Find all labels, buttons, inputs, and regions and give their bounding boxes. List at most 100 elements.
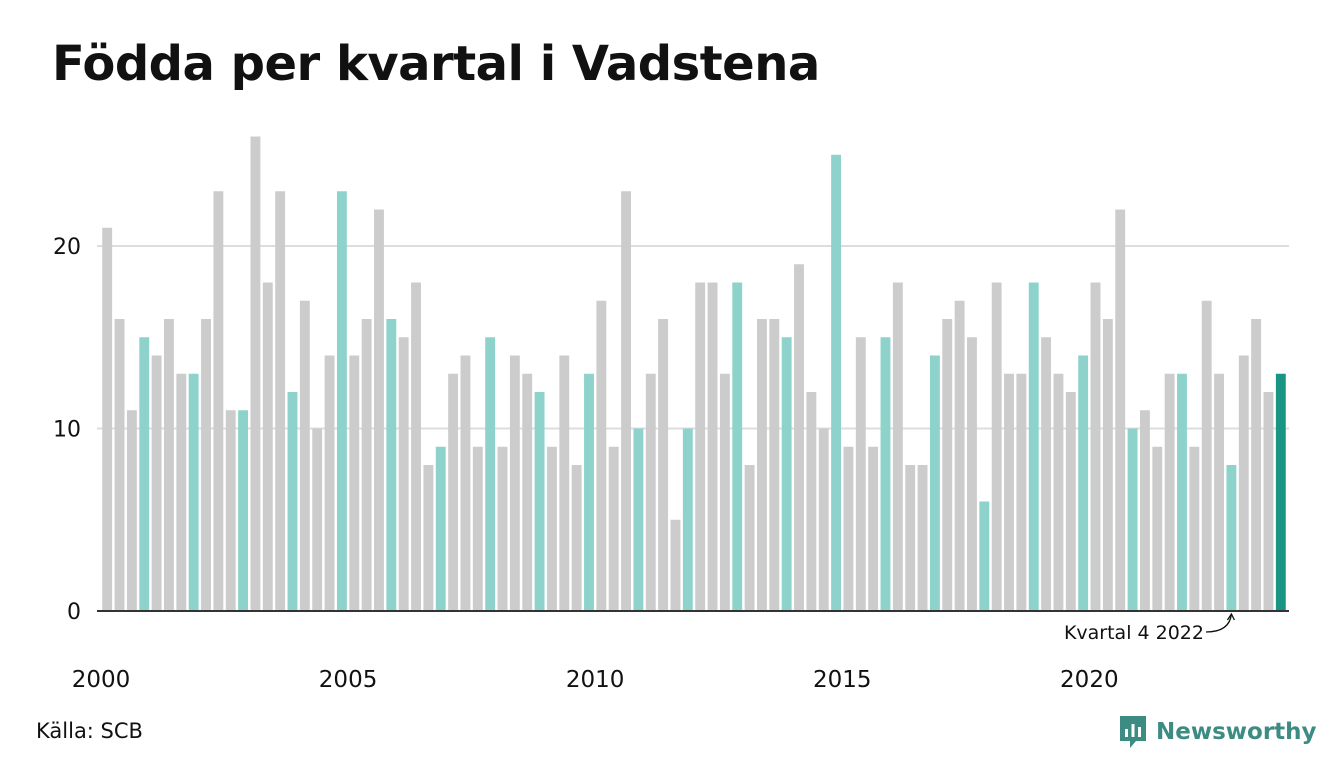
bar (374, 209, 384, 611)
bar (102, 227, 113, 611)
bar (275, 191, 286, 611)
bar (398, 337, 409, 611)
bar (349, 355, 360, 611)
bar (1115, 209, 1126, 611)
bar (250, 136, 261, 611)
bar (1004, 373, 1014, 611)
bar (645, 373, 656, 611)
bar (1226, 465, 1237, 611)
bar (892, 282, 903, 611)
bar (1164, 373, 1175, 611)
bar (324, 355, 335, 611)
bar (868, 446, 879, 611)
bar (1028, 282, 1039, 611)
bar (608, 446, 619, 611)
bar (386, 319, 397, 611)
bar (546, 446, 557, 611)
bar (139, 337, 150, 611)
bar (905, 465, 916, 611)
bar (929, 355, 940, 611)
annotation: Kvartal 4 2022 (1064, 612, 1235, 644)
bar (238, 410, 249, 611)
bar (633, 428, 644, 611)
bar (361, 319, 372, 611)
bar (682, 428, 693, 611)
x-tick-label: 2020 (1060, 667, 1119, 693)
bar (1177, 373, 1187, 611)
bar (176, 373, 187, 611)
bar (164, 319, 174, 611)
bar (1016, 373, 1027, 611)
bar (979, 501, 990, 611)
bar (843, 446, 854, 611)
x-axis-tick-labels: 2000 2005 2010 2015 2020 (72, 667, 1119, 693)
bar (855, 337, 866, 611)
bar (497, 446, 508, 611)
bar (967, 337, 977, 611)
bar (670, 519, 681, 611)
x-tick-label: 2015 (813, 667, 872, 693)
bar (1263, 392, 1274, 611)
bar (1090, 282, 1101, 611)
bar (509, 355, 520, 611)
bar (472, 446, 483, 611)
source-label: Källa: SCB (36, 719, 143, 743)
bar (732, 282, 743, 611)
bar (1152, 446, 1163, 611)
bar (225, 410, 236, 611)
annotation-arrow (1205, 613, 1233, 633)
bar (1251, 319, 1262, 611)
bar (1127, 428, 1138, 611)
bars (102, 136, 1286, 611)
y-axis-tick-labels: 0 10 20 (53, 235, 81, 625)
bar (188, 373, 199, 611)
x-tick-label: 2000 (72, 667, 131, 693)
y-tick-label: 0 (67, 600, 81, 625)
bar (942, 319, 953, 611)
bar (213, 191, 224, 611)
bar (485, 337, 496, 611)
x-tick-label: 2005 (319, 667, 378, 693)
bar (1275, 373, 1286, 611)
newsworthy-logo-icon (1120, 716, 1146, 748)
bar (534, 392, 545, 611)
bar (299, 300, 310, 611)
bar (621, 191, 631, 611)
bar (559, 355, 570, 611)
brand-name: Newsworthy (1156, 719, 1317, 745)
bar (658, 319, 669, 611)
annotation-label: Kvartal 4 2022 (1064, 622, 1204, 644)
bar (1053, 373, 1064, 611)
bar (1201, 300, 1212, 611)
bar (262, 282, 273, 611)
bar (312, 428, 323, 611)
bar (794, 264, 804, 611)
bar (1214, 373, 1224, 611)
bar (744, 465, 755, 611)
bar (114, 319, 125, 611)
bar (917, 465, 928, 611)
bar (781, 337, 792, 611)
y-tick-label: 20 (53, 235, 81, 260)
bar (769, 319, 780, 611)
brand-logo: Newsworthy (1118, 714, 1317, 750)
y-tick-label: 10 (53, 418, 81, 443)
bar (126, 410, 137, 611)
annotation-arrowhead (1226, 612, 1235, 621)
x-tick-label: 2010 (566, 667, 625, 693)
bar (522, 373, 533, 611)
bar (1102, 319, 1113, 611)
bar (336, 191, 347, 611)
bar (695, 282, 706, 611)
bar (571, 465, 582, 611)
bar (880, 337, 891, 611)
bar (1189, 446, 1200, 611)
bar (831, 154, 842, 611)
bar (460, 355, 471, 611)
bar (806, 392, 817, 611)
bar (596, 300, 607, 611)
bar (1238, 355, 1249, 611)
chart-title: Födda per kvartal i Vadstena (52, 36, 820, 92)
bar (201, 319, 211, 611)
